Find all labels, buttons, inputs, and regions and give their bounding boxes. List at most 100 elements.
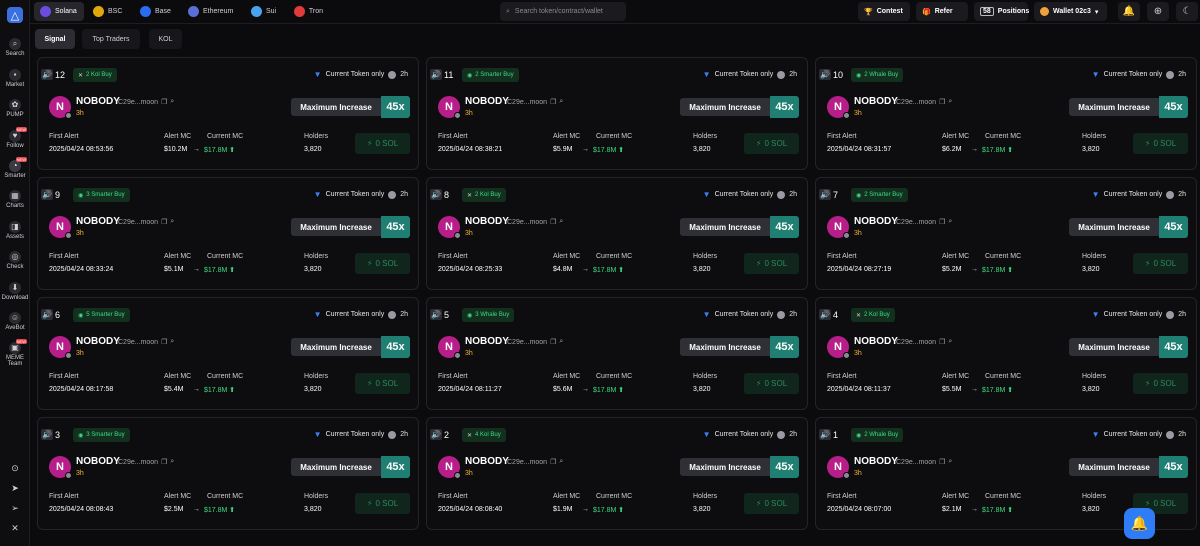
- signal-card[interactable]: 🔊 3 ◉ 3 Smarter Buy ▼ Current Token only 2h N NO…: [37, 417, 419, 530]
- copy-icon[interactable]: ❐: [550, 339, 557, 346]
- dark-mode-moon-icon[interactable]: ☾: [1176, 2, 1198, 21]
- x-social-icon[interactable]: ✕: [11, 523, 19, 533]
- chain-tab-solana[interactable]: Solana: [34, 2, 84, 21]
- search-icon[interactable]: ⌕: [948, 338, 953, 345]
- tab-top-traders[interactable]: Top Traders: [82, 29, 140, 49]
- token-name[interactable]: NOBODY: [465, 216, 509, 227]
- quick-buy-button[interactable]: ⚡ 0 SOL: [355, 253, 410, 274]
- search-input[interactable]: ⌕ Search token/contract/wallet: [500, 2, 626, 21]
- sidebar-item-charts[interactable]: ▦ Charts: [0, 190, 30, 209]
- copy-icon[interactable]: ❐: [550, 219, 557, 226]
- speaker-icon[interactable]: 🔊: [430, 309, 442, 320]
- wallet-button[interactable]: Wallet 02c3 ▾: [1034, 2, 1107, 21]
- signal-card[interactable]: 🔊 4 ✕ 2 Kol Buy ▼ Current Token only 2h N NOBODY…: [815, 297, 1197, 410]
- current-token-filter[interactable]: ▼ Current Token only 2h: [703, 70, 797, 79]
- speaker-icon[interactable]: 🔊: [41, 309, 53, 320]
- sidebar-item-search[interactable]: ⌕ Search: [0, 38, 30, 57]
- search-icon[interactable]: ⌕: [948, 458, 953, 465]
- quick-buy-button[interactable]: ⚡ 0 SOL: [744, 373, 799, 394]
- quick-buy-button[interactable]: ⚡ 0 SOL: [744, 493, 799, 514]
- token-name[interactable]: NOBODY: [854, 456, 898, 467]
- search-icon[interactable]: ⌕: [559, 338, 564, 345]
- signal-card[interactable]: 🔊 8 ✕ 2 Kol Buy ▼ Current Token only 2h N NOBODY…: [426, 177, 808, 290]
- refer-button[interactable]: 🎁 Refer: [916, 2, 968, 21]
- chain-tab-ethereum[interactable]: Ethereum: [182, 2, 242, 21]
- current-token-filter[interactable]: ▼ Current Token only 2h: [1092, 70, 1186, 79]
- copy-icon[interactable]: ❐: [939, 339, 946, 346]
- speaker-icon[interactable]: 🔊: [430, 429, 442, 440]
- signal-card[interactable]: 🔊 6 ◉ 5 Smarter Buy ▼ Current Token only 2h N NO…: [37, 297, 419, 410]
- search-icon[interactable]: ⌕: [948, 98, 953, 105]
- token-name[interactable]: NOBODY: [854, 216, 898, 227]
- current-token-filter[interactable]: ▼ Current Token only 2h: [1092, 190, 1186, 199]
- language-globe-icon[interactable]: ⊕: [1147, 2, 1169, 21]
- search-icon[interactable]: ⌕: [948, 218, 953, 225]
- search-icon[interactable]: ⌕: [170, 98, 175, 105]
- quick-buy-button[interactable]: ⚡ 0 SOL: [355, 133, 410, 154]
- quick-buy-button[interactable]: ⚡ 0 SOL: [744, 253, 799, 274]
- speaker-icon[interactable]: 🔊: [819, 69, 831, 80]
- quick-buy-button[interactable]: ⚡ 0 SOL: [355, 493, 410, 514]
- speaker-icon[interactable]: 🔊: [41, 429, 53, 440]
- token-name[interactable]: NOBODY: [76, 216, 120, 227]
- token-name[interactable]: NOBODY: [76, 336, 120, 347]
- signal-card[interactable]: 🔊 11 ◉ 2 Smarter Buy ▼ Current Token only 2h N N…: [426, 57, 808, 170]
- positions-button[interactable]: 58 Positions: [974, 2, 1029, 21]
- quick-buy-button[interactable]: ⚡ 0 SOL: [355, 373, 410, 394]
- chain-tab-tron[interactable]: Tron: [288, 2, 329, 21]
- token-name[interactable]: NOBODY: [76, 96, 120, 107]
- sidebar-item-download[interactable]: ⬇ Download: [0, 282, 30, 301]
- globe-icon[interactable]: ⊙: [11, 463, 19, 473]
- sidebar-item-market[interactable]: ▪ Market: [0, 69, 30, 88]
- copy-icon[interactable]: ❐: [939, 99, 946, 106]
- speaker-icon[interactable]: 🔊: [41, 189, 53, 200]
- copy-icon[interactable]: ❐: [161, 339, 168, 346]
- notification-bell-icon[interactable]: 🔔: [1118, 2, 1140, 21]
- search-icon[interactable]: ⌕: [559, 458, 564, 465]
- telegram-icon[interactable]: ➤: [11, 483, 19, 493]
- current-token-filter[interactable]: ▼ Current Token only 2h: [314, 430, 408, 439]
- signal-card[interactable]: 🔊 7 ◉ 2 Smarter Buy ▼ Current Token only 2h N NO…: [815, 177, 1197, 290]
- sidebar-item-meme-team[interactable]: ▣ NEW MEME Team: [0, 339, 30, 367]
- search-icon[interactable]: ⌕: [559, 98, 564, 105]
- speaker-icon[interactable]: 🔊: [819, 189, 831, 200]
- speaker-icon[interactable]: 🔊: [819, 429, 831, 440]
- speaker-icon[interactable]: 🔊: [41, 69, 53, 80]
- copy-icon[interactable]: ❐: [161, 459, 168, 466]
- current-token-filter[interactable]: ▼ Current Token only 2h: [1092, 310, 1186, 319]
- current-token-filter[interactable]: ▼ Current Token only 2h: [314, 190, 408, 199]
- signal-card[interactable]: 🔊 5 ◉ 3 Whale Buy ▼ Current Token only 2h N NOBO…: [426, 297, 808, 410]
- speaker-icon[interactable]: 🔊: [819, 309, 831, 320]
- current-token-filter[interactable]: ▼ Current Token only 2h: [703, 310, 797, 319]
- current-token-filter[interactable]: ▼ Current Token only 2h: [314, 70, 408, 79]
- current-token-filter[interactable]: ▼ Current Token only 2h: [1092, 430, 1186, 439]
- speaker-icon[interactable]: 🔊: [430, 189, 442, 200]
- copy-icon[interactable]: ❐: [161, 99, 168, 106]
- sidebar-item-pump[interactable]: ✿ PUMP: [0, 99, 30, 118]
- tab-signal[interactable]: Signal: [35, 29, 75, 49]
- sidebar-item-follow[interactable]: ♥ NEW Follow: [0, 127, 30, 149]
- chain-tab-sui[interactable]: Sui: [245, 2, 285, 21]
- speaker-icon[interactable]: 🔊: [430, 69, 442, 80]
- current-token-filter[interactable]: ▼ Current Token only 2h: [703, 190, 797, 199]
- search-icon[interactable]: ⌕: [559, 218, 564, 225]
- chain-tab-base[interactable]: Base: [134, 2, 179, 21]
- tab-kol[interactable]: KOL: [149, 29, 182, 49]
- sidebar-item-assets[interactable]: ◨ Assets: [0, 221, 30, 240]
- copy-icon[interactable]: ❐: [550, 99, 557, 106]
- quick-buy-button[interactable]: ⚡ 0 SOL: [744, 133, 799, 154]
- contest-button[interactable]: 🏆 Contest: [858, 2, 910, 21]
- quick-buy-button[interactable]: ⚡ 0 SOL: [1133, 373, 1188, 394]
- sidebar-item-check[interactable]: ◎ Check: [0, 251, 30, 270]
- token-name[interactable]: NOBODY: [465, 336, 509, 347]
- sidebar-item-smarter[interactable]: ◔ NEW Smarter: [0, 157, 30, 179]
- signal-card[interactable]: 🔊 9 ◉ 3 Smarter Buy ▼ Current Token only 2h N NO…: [37, 177, 419, 290]
- token-name[interactable]: NOBODY: [76, 456, 120, 467]
- current-token-filter[interactable]: ▼ Current Token only 2h: [703, 430, 797, 439]
- token-name[interactable]: NOBODY: [854, 336, 898, 347]
- signal-card[interactable]: 🔊 10 ◉ 2 Whale Buy ▼ Current Token only 2h N NOB…: [815, 57, 1197, 170]
- token-name[interactable]: NOBODY: [465, 96, 509, 107]
- copy-icon[interactable]: ❐: [161, 219, 168, 226]
- copy-icon[interactable]: ❐: [939, 459, 946, 466]
- copy-icon[interactable]: ❐: [939, 219, 946, 226]
